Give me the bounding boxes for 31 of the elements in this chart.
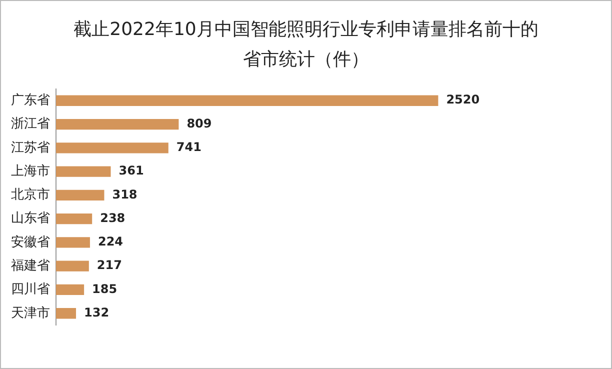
- chart-title: 截止2022年10月中国智能照明行业专利申请量排名前十的省市统计（件）: [72, 18, 540, 72]
- data-label: 224: [98, 234, 124, 249]
- y-tick-label: 江苏省: [11, 140, 50, 156]
- y-tick-label: 浙江省: [11, 116, 50, 132]
- bar: [56, 118, 179, 130]
- bar: [56, 237, 90, 248]
- y-tick-label: 北京市: [11, 188, 50, 203]
- bar: [56, 260, 89, 272]
- y-tick-label: 四川省: [11, 282, 50, 298]
- y-tick-label: 广东省: [11, 92, 50, 108]
- bar: [56, 190, 104, 200]
- bar: [56, 284, 84, 296]
- data-label: 217: [96, 258, 122, 272]
- data-label: 185: [92, 282, 118, 296]
- data-label: 809: [186, 116, 212, 130]
- y-tick-label: 安徽省: [11, 234, 50, 250]
- y-tick-label: 上海市: [11, 164, 50, 179]
- data-label: 361: [118, 164, 144, 178]
- data-label: 741: [176, 140, 202, 154]
- bar: [56, 308, 76, 319]
- y-tick-label: 山东省: [11, 211, 50, 226]
- data-label: 238: [100, 210, 126, 225]
- data-label: 132: [84, 306, 110, 320]
- y-tick-label: 福建省: [11, 258, 50, 274]
- bar: [56, 142, 168, 154]
- bar: [56, 214, 92, 224]
- data-label: 2520: [446, 92, 480, 107]
- bar: [56, 95, 438, 106]
- bar: [56, 166, 111, 177]
- data-label: 318: [112, 187, 138, 202]
- y-tick-label: 天津市: [11, 306, 50, 321]
